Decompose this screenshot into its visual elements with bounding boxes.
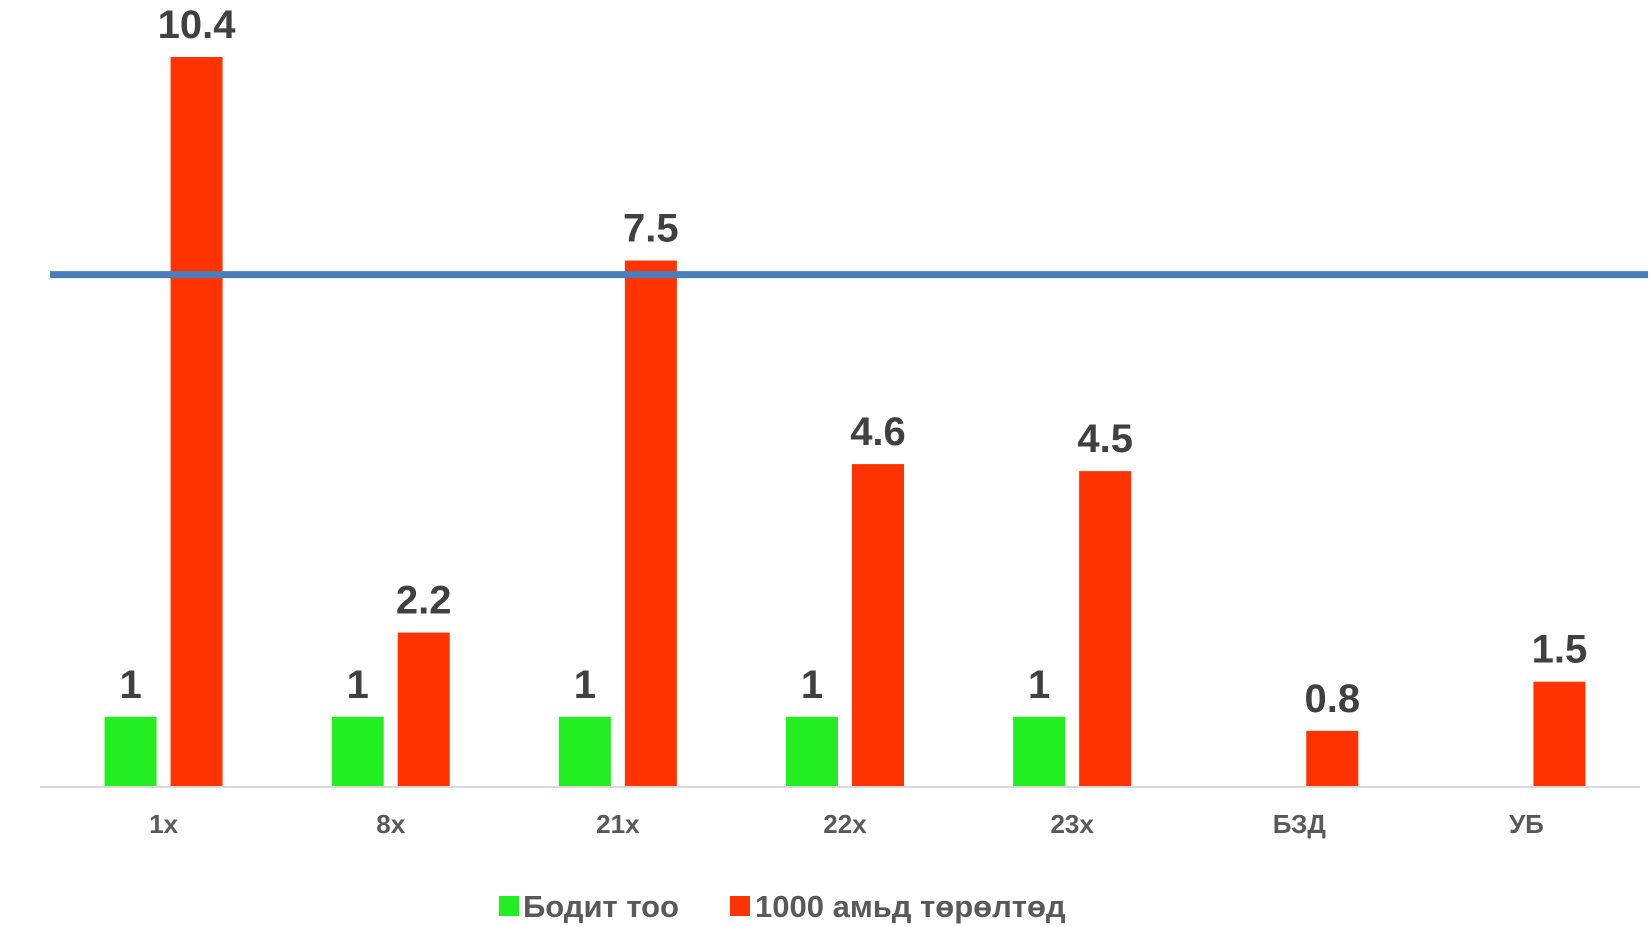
legend: Бодит тоо 1000 амьд төрөлтөд xyxy=(499,889,1066,924)
bar-series1-cat3 xyxy=(852,464,904,787)
legend-label-per-1000-births: 1000 амьд төрөлтөд xyxy=(755,889,1066,924)
bar-series0-cat3 xyxy=(786,716,838,787)
data-label-series0-cat2: 1 xyxy=(574,663,596,707)
data-label-series1-cat1: 2.2 xyxy=(396,579,452,623)
data-label-series0-cat0: 1 xyxy=(119,663,141,707)
bar-series0-cat2 xyxy=(558,716,611,787)
data-label-series1-cat5: 0.8 xyxy=(1304,677,1360,721)
bar-series1-cat4 xyxy=(1079,471,1132,787)
data-label-series0-cat3: 1 xyxy=(801,663,823,707)
data-label-series1-cat6: 1.5 xyxy=(1532,628,1588,672)
bar-series1-cat6 xyxy=(1533,681,1586,787)
bar-series1-cat0 xyxy=(170,57,223,787)
x-tick-label-3: 22х xyxy=(823,809,867,839)
data-label-series0-cat1: 1 xyxy=(347,663,369,707)
bar-series0-cat0 xyxy=(104,716,157,787)
bar-series0-cat1 xyxy=(331,716,384,787)
legend-label-actual-count: Бодит тоо xyxy=(523,889,679,924)
legend-swatch-actual-count xyxy=(499,896,519,916)
x-tick-label-5: БЗД xyxy=(1273,809,1327,839)
labels-layer: 1 10.4 1х 1 2.2 8х 1 7.5 21х 1 4.6 22х 1 4.5 23х 0.8 БЗД… xyxy=(119,3,1587,839)
bar-series0-cat4 xyxy=(1013,716,1066,787)
x-tick-label-4: 23х xyxy=(1050,809,1094,839)
data-label-series0-cat4: 1 xyxy=(1028,663,1050,707)
data-label-series1-cat2: 7.5 xyxy=(623,207,679,251)
data-label-series1-cat3: 4.6 xyxy=(850,410,906,454)
x-tick-label-2: 21х xyxy=(596,809,640,839)
bar-series1-cat1 xyxy=(397,632,450,787)
bars-layer xyxy=(104,57,1586,787)
x-tick-label-1: 8х xyxy=(376,809,405,839)
x-tick-label-0: 1х xyxy=(149,809,178,839)
legend-swatch-per-1000-births xyxy=(730,896,750,916)
data-label-series1-cat0: 10.4 xyxy=(158,3,237,47)
data-label-series1-cat4: 4.5 xyxy=(1077,417,1133,461)
bar-series1-cat5 xyxy=(1306,730,1359,787)
bar-series1-cat2 xyxy=(624,260,677,787)
x-tick-label-6: УБ xyxy=(1509,809,1544,839)
